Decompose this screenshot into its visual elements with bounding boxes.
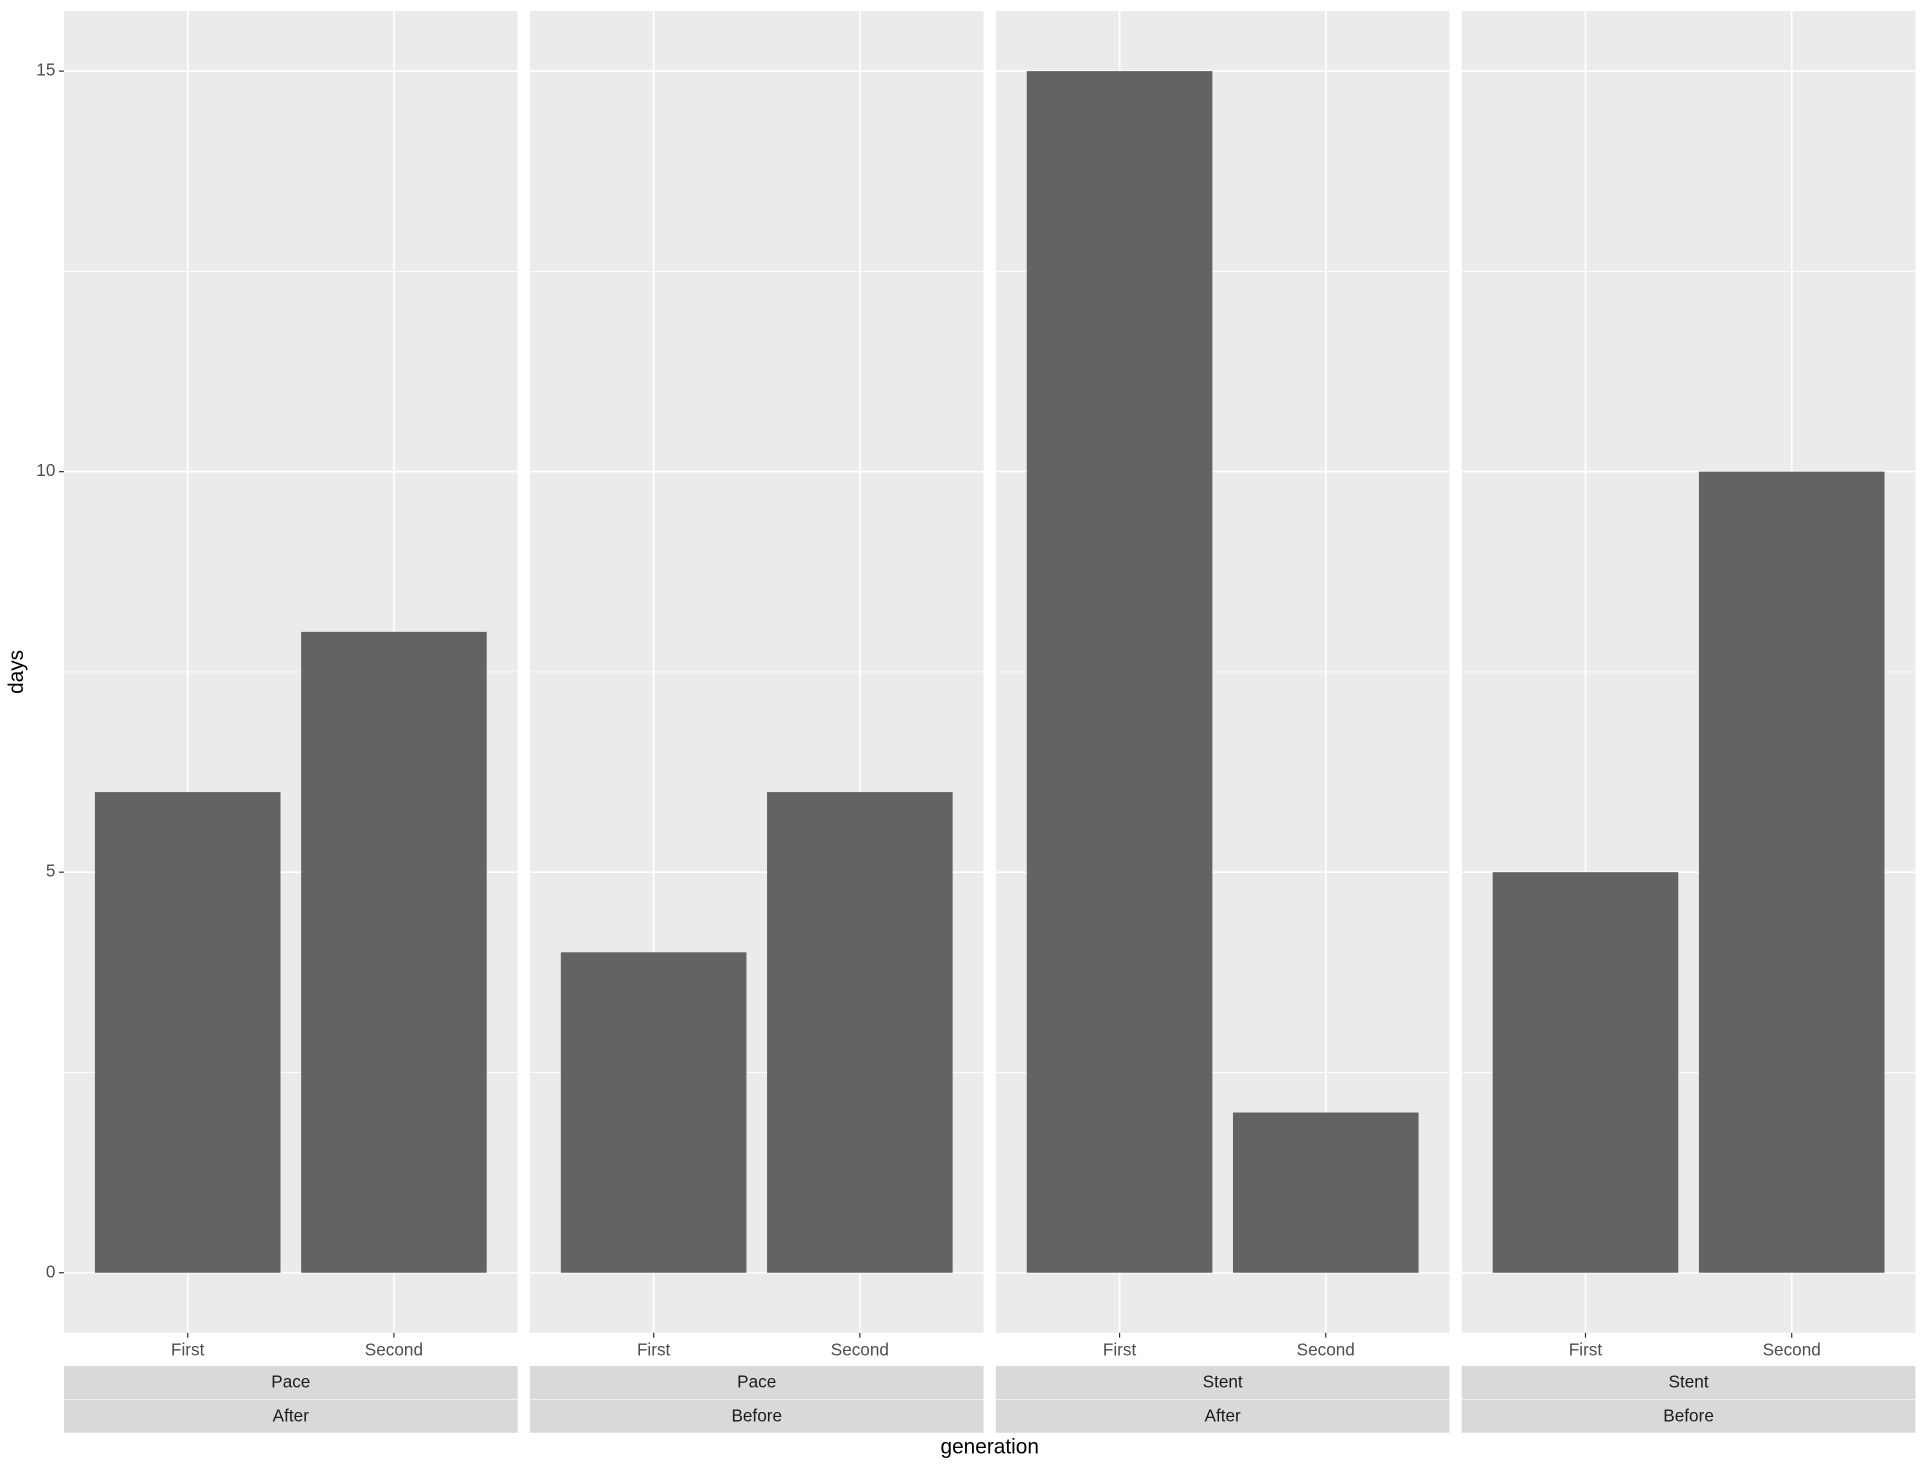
strip — [995, 1365, 1450, 1400]
y-tick-label: 0 — [46, 1261, 56, 1281]
strip — [529, 1365, 984, 1400]
x-tick-label: First — [171, 1340, 205, 1360]
strip — [1461, 1399, 1916, 1433]
y-tick-label: 5 — [46, 861, 56, 881]
strip — [529, 1399, 984, 1433]
strip-label: After — [1205, 1405, 1242, 1425]
x-tick-label: Second — [831, 1340, 889, 1360]
strip-label: Before — [1663, 1405, 1714, 1425]
strip — [995, 1399, 1450, 1433]
bar — [1232, 1112, 1419, 1273]
x-tick-label: Second — [1763, 1340, 1821, 1360]
bar — [1492, 872, 1679, 1273]
y-tick-label: 10 — [36, 460, 55, 480]
y-tick-label: 15 — [36, 60, 55, 80]
x-axis-title: generation — [940, 1436, 1038, 1459]
bar — [1698, 471, 1885, 1273]
strip-label: Stent — [1669, 1372, 1709, 1392]
bar — [767, 792, 953, 1273]
strip — [63, 1399, 518, 1433]
x-tick-label: First — [637, 1340, 671, 1360]
bar — [94, 792, 281, 1273]
strip-label: Stent — [1203, 1372, 1243, 1392]
x-tick-label: Second — [1297, 1340, 1355, 1360]
x-tick-label: First — [1103, 1340, 1137, 1360]
bar — [301, 631, 487, 1273]
strip — [1461, 1365, 1916, 1400]
strip-label: Pace — [271, 1372, 310, 1392]
strip-label: After — [273, 1405, 310, 1425]
bar — [1026, 71, 1213, 1273]
x-tick-label: First — [1569, 1340, 1603, 1360]
strip-label: Before — [731, 1405, 782, 1425]
strip — [63, 1365, 518, 1400]
y-axis-title: days — [5, 650, 28, 694]
bar — [560, 952, 747, 1273]
strip-label: Pace — [737, 1372, 776, 1392]
x-tick-label: Second — [365, 1340, 423, 1360]
